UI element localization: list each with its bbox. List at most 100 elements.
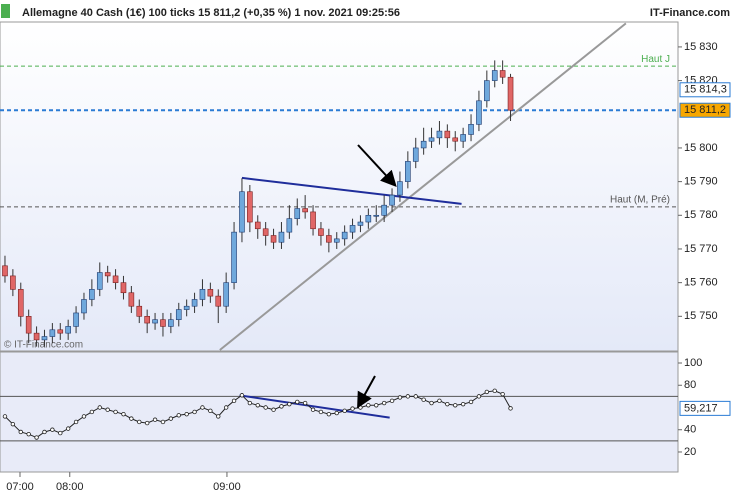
candle-body — [112, 275, 119, 283]
x-tick-label: 09:00 — [213, 481, 241, 493]
rsi-point — [358, 405, 363, 410]
candle-body — [25, 316, 32, 334]
y-tick-label: 40 — [684, 424, 696, 436]
candle-body — [89, 289, 95, 300]
candle-body — [191, 299, 198, 307]
candle-body — [357, 221, 364, 226]
candle-body — [389, 194, 395, 206]
rsi-point — [453, 403, 458, 408]
rsi-point — [121, 411, 126, 417]
candle-body — [175, 309, 182, 320]
price-box-label: 15 811,2 — [684, 104, 726, 116]
candle-body — [405, 161, 411, 182]
trendline — [219, 22, 627, 351]
rsi-point — [65, 426, 71, 431]
rsi-point — [468, 399, 474, 405]
candle-body — [231, 231, 237, 283]
rsi-point — [144, 420, 150, 426]
rsi-point — [318, 409, 324, 415]
logo — [1, 4, 10, 18]
candle-body — [373, 214, 380, 217]
candle-body — [318, 228, 324, 236]
candle-body — [491, 70, 498, 81]
price-box — [679, 102, 731, 118]
price-panel — [0, 21, 679, 352]
candle-body — [104, 272, 111, 277]
rsi-point — [89, 409, 95, 415]
rsi-point — [287, 401, 292, 407]
candle-body — [160, 319, 166, 327]
candle-body — [302, 208, 308, 213]
rsi-point — [492, 388, 497, 394]
candle-body — [33, 332, 40, 341]
candle-body — [428, 137, 435, 142]
y-tick-label: 100 — [684, 357, 702, 369]
rsi-point — [200, 405, 205, 410]
candle-body — [152, 319, 158, 324]
rsi-point — [413, 394, 418, 399]
rsi-point — [152, 417, 158, 422]
candle-body — [278, 231, 285, 243]
rsi-point — [366, 403, 371, 408]
rsi-point — [460, 401, 466, 407]
price-box — [679, 400, 731, 416]
title: Allemagne 40 Cash (1€) 100 ticks 15 811,… — [22, 7, 400, 19]
candle-body — [96, 272, 103, 290]
candle-body — [341, 231, 348, 240]
candle-body — [326, 235, 332, 243]
rsi-point — [231, 398, 237, 404]
rsi-point — [2, 414, 8, 419]
price-box-label: 15 814,3 — [684, 84, 727, 96]
rsi-point — [50, 427, 55, 432]
candle-body — [136, 305, 143, 317]
rsi-point — [421, 397, 426, 402]
rsi-point — [255, 403, 260, 408]
candle-body — [128, 292, 135, 307]
candle-body — [286, 218, 293, 233]
y-tick-label: 15 770 — [684, 243, 718, 255]
rsi-point — [239, 393, 245, 398]
rsi-point — [73, 419, 79, 425]
trendline — [239, 394, 390, 419]
y-tick-label: 20 — [684, 446, 696, 458]
y-tick-label: 15 800 — [684, 142, 718, 154]
y-tick-label: 80 — [684, 379, 696, 391]
candle-body — [365, 214, 372, 223]
candle-body — [41, 336, 48, 341]
candle-body — [349, 225, 356, 233]
candle-body — [254, 221, 261, 230]
trendline — [241, 176, 462, 205]
candle-body — [397, 181, 403, 196]
rsi-point — [113, 409, 118, 415]
x-tick-label: 07:00 — [6, 481, 34, 493]
candle-body — [270, 235, 277, 243]
rsi-point — [302, 400, 308, 406]
rsi-point — [97, 405, 102, 410]
y-tick-label: 15 790 — [684, 176, 718, 188]
rsi-point — [381, 400, 387, 406]
brand: IT-Finance.com — [650, 7, 730, 19]
candle-body — [239, 191, 245, 233]
rsi-point — [279, 404, 284, 409]
rsi-point — [105, 407, 110, 412]
rsi-point — [437, 398, 442, 404]
candle-body — [294, 208, 301, 219]
rsi-point — [295, 399, 300, 405]
rsi-point — [405, 394, 411, 399]
candle-body — [10, 275, 16, 290]
rsi-point — [216, 414, 221, 419]
arrow — [357, 144, 397, 187]
rsi-point — [508, 406, 513, 411]
candle-body — [420, 140, 427, 149]
candle-body — [73, 312, 79, 327]
rsi-point — [389, 398, 395, 404]
rsi-point — [137, 419, 142, 425]
rsi-point — [374, 403, 379, 408]
rsi-point — [184, 411, 189, 417]
price-box-label: 59,217 — [684, 402, 718, 414]
candle-body — [168, 319, 174, 327]
rsi-point — [26, 431, 31, 437]
candle-body — [310, 211, 316, 230]
candle-body — [484, 80, 490, 102]
candle-body — [476, 100, 482, 125]
